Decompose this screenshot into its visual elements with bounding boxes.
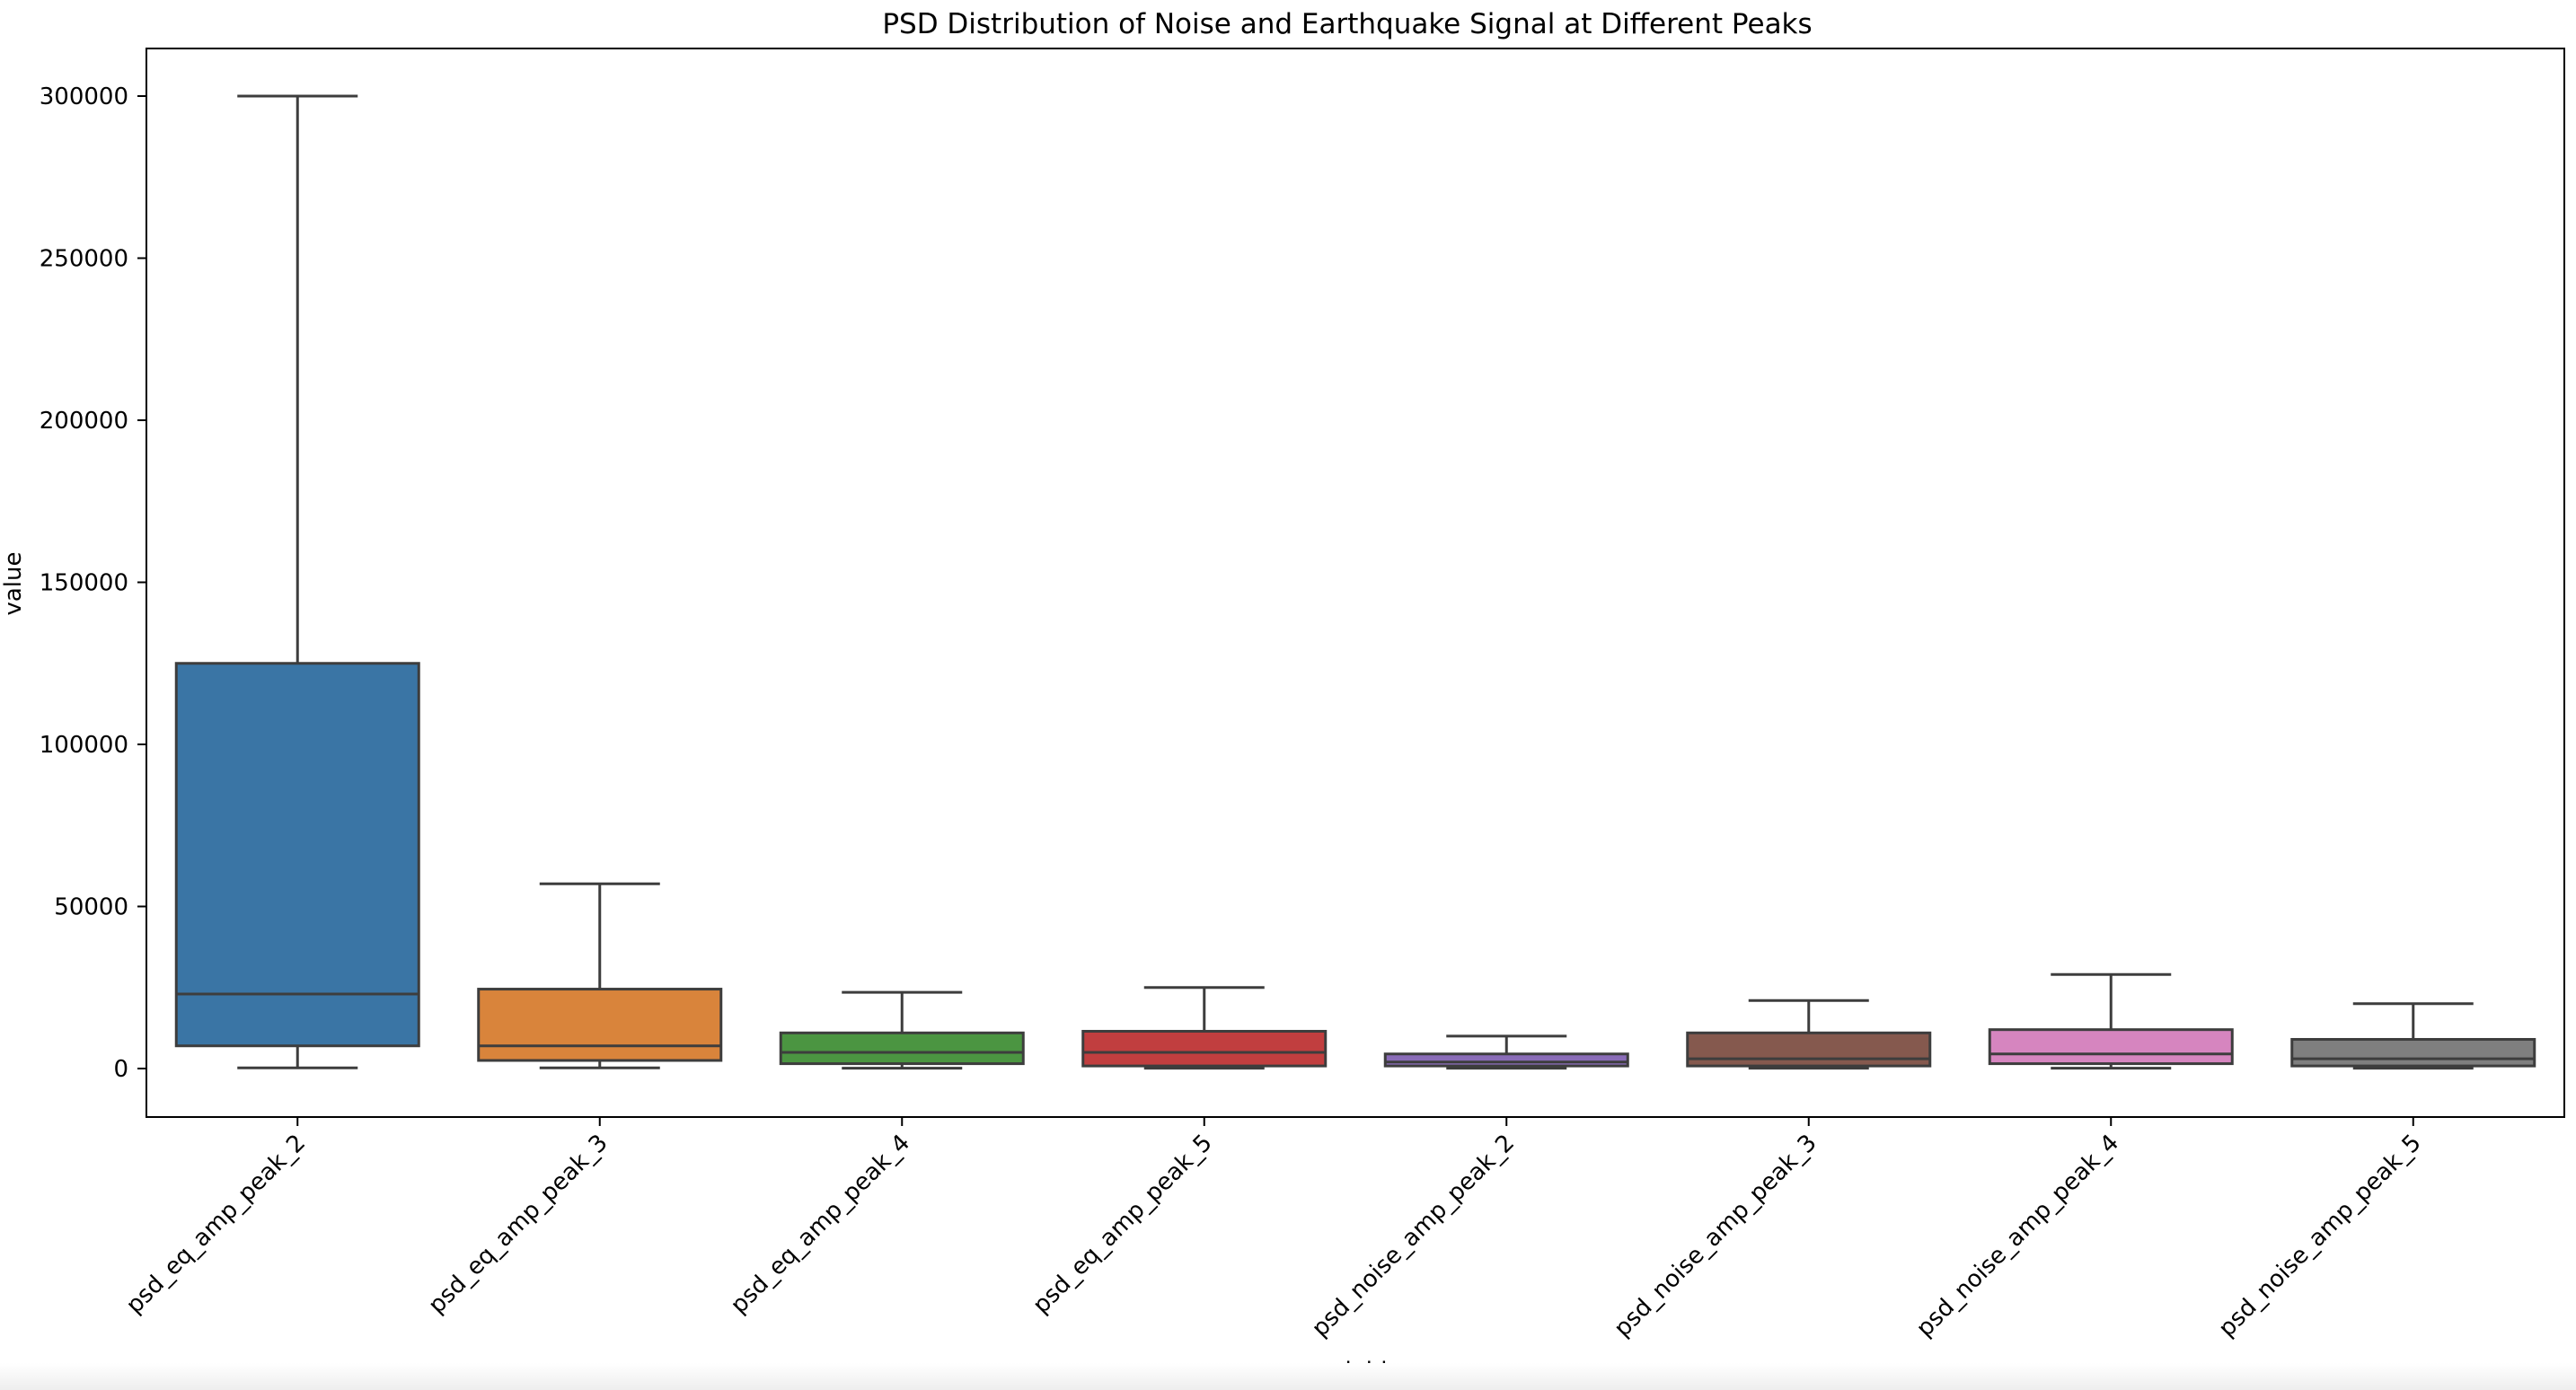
- box-psd_noise_amp_peak_3: [1686, 999, 1932, 1070]
- chart-title: PSD Distribution of Noise and Earthquake…: [882, 8, 1812, 40]
- y-tick-label: 50000: [54, 894, 128, 921]
- x-tick-label: psd_noise_amp_peak_3: [1609, 1130, 1822, 1342]
- x-tick-label: psd_noise_amp_peak_4: [1911, 1130, 2124, 1342]
- y-tick-label: 0: [113, 1056, 128, 1083]
- y-axis-label: value: [0, 551, 27, 615]
- iqr-box: [1686, 1031, 1932, 1068]
- box-psd_eq_amp_peak_2: [174, 94, 420, 1069]
- y-tick-label: 200000: [40, 408, 128, 435]
- iqr-box: [477, 988, 723, 1062]
- iqr-box: [2290, 1038, 2536, 1068]
- x-tick-label: psd_noise_amp_peak_2: [1307, 1130, 1520, 1342]
- y-tick-label: 150000: [40, 570, 128, 597]
- plot-frame: [146, 48, 2565, 1118]
- iqr-box: [174, 662, 420, 1048]
- x-tick-label: psd_eq_amp_peak_2: [121, 1130, 311, 1319]
- iqr-box: [779, 1031, 1025, 1066]
- y-tick-label: 100000: [40, 732, 128, 759]
- y-axis-ticks: 0 50000 100000 150000 200000 250000 300000: [40, 84, 146, 1083]
- box-psd_noise_amp_peak_4: [1988, 972, 2234, 1070]
- iqr-box: [1383, 1052, 1629, 1068]
- box-psd_noise_amp_peak_5: [2290, 1002, 2536, 1070]
- box-psd_eq_amp_peak_5: [1081, 986, 1328, 1070]
- box-psd_noise_amp_peak_2: [1383, 1034, 1629, 1070]
- iqr-box: [1988, 1028, 2234, 1066]
- boxes-layer: [174, 94, 2536, 1070]
- box-psd_eq_amp_peak_4: [779, 990, 1025, 1070]
- window-bottom-edge: [0, 1363, 2576, 1390]
- x-axis-ticks: psd_eq_amp_peak_2 psd_eq_amp_peak_3 psd_eq…: [121, 1117, 2427, 1342]
- x-tick-label: psd_eq_amp_peak_4: [726, 1130, 915, 1319]
- y-tick-label: 250000: [40, 246, 128, 273]
- y-tick-label: 300000: [40, 84, 128, 110]
- iqr-box: [1081, 1029, 1328, 1068]
- box-psd_eq_amp_peak_3: [477, 882, 723, 1069]
- x-tick-label: psd_eq_amp_peak_5: [1028, 1130, 1217, 1319]
- x-tick-label: psd_noise_amp_peak_5: [2213, 1130, 2426, 1342]
- x-tick-label: psd_eq_amp_peak_3: [423, 1130, 613, 1319]
